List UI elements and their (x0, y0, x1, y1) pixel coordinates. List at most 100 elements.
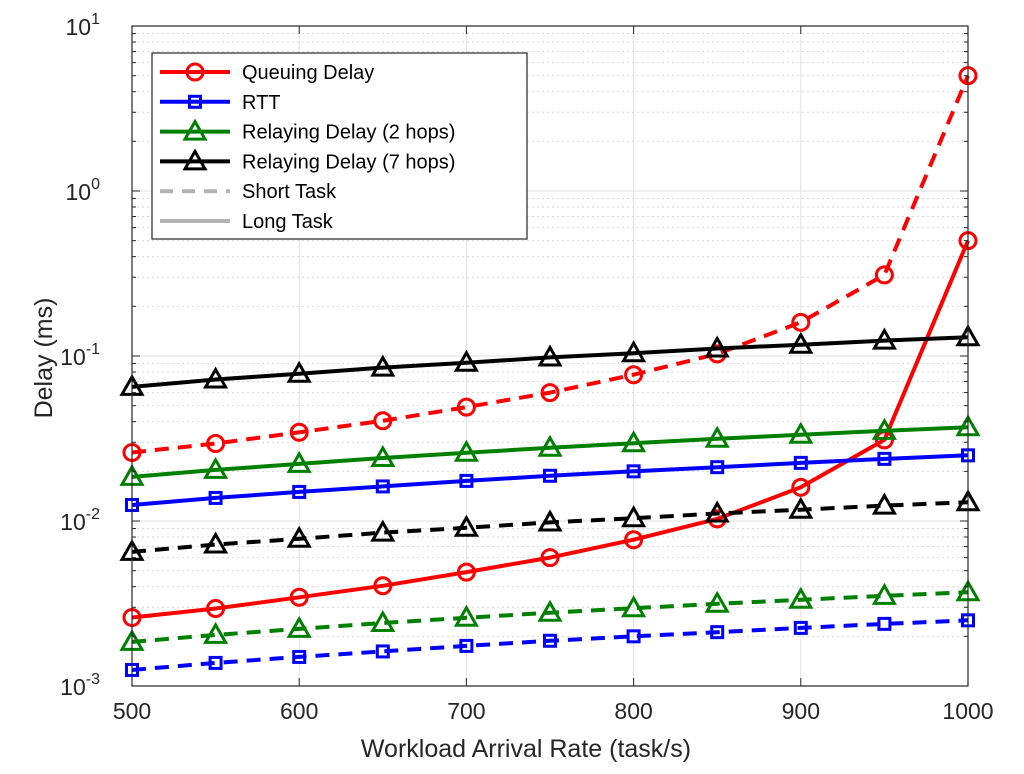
data-point-triangle (788, 331, 814, 354)
data-point-square (877, 616, 892, 631)
data-point-square (793, 620, 808, 635)
legend-label: Short Task (242, 181, 337, 203)
data-point-circle (791, 312, 811, 332)
data-point-triangle (788, 421, 814, 444)
data-point-triangle (537, 509, 563, 532)
data-point-square (877, 451, 892, 466)
data-point-circle (185, 62, 205, 82)
legend-label: Queuing Delay (242, 62, 374, 84)
legend: Queuing Delay RTT Relaying Delay (2 hops) R… (151, 52, 528, 240)
data-point-triangle (537, 599, 563, 622)
data-point-square (208, 490, 223, 505)
legend-entry: Long Task (160, 211, 334, 233)
x-tick-label: 500 (113, 698, 151, 724)
data-point-square (375, 479, 390, 494)
data-point-triangle (453, 349, 479, 372)
legend-label: Relaying Delay (2 hops) (242, 122, 455, 144)
data-point-circle (624, 365, 644, 385)
data-point-square (208, 655, 223, 670)
data-point-triangle (871, 327, 897, 350)
data-point-triangle (704, 500, 730, 523)
data-point-triangle (286, 360, 312, 383)
legend-label: Long Task (242, 211, 334, 233)
data-point-triangle (871, 582, 897, 605)
data-point-triangle (537, 434, 563, 457)
x-tick-label: 800 (614, 698, 652, 724)
data-point-square (710, 625, 725, 640)
data-point-circle (456, 397, 476, 417)
data-point-triangle (286, 450, 312, 473)
legend-label: RTT (242, 92, 281, 114)
y-tick-label: 10-3 (60, 671, 100, 700)
data-point-circle (289, 587, 309, 607)
data-point-triangle (182, 148, 208, 171)
data-point-triangle (453, 604, 479, 627)
data-point-triangle (871, 417, 897, 440)
series-line (131, 74, 970, 455)
y-tick-label: 100 (66, 176, 101, 205)
data-point-triangle (704, 590, 730, 613)
legend-box (151, 52, 528, 240)
data-point-square (459, 473, 474, 488)
data-point-square (292, 484, 307, 499)
data-point-triangle (704, 425, 730, 448)
data-point-circle (874, 265, 894, 285)
series-line (131, 335, 969, 389)
x-axis-label: Workload Arrival Rate (task/s) (361, 735, 691, 763)
data-point-triangle (621, 505, 647, 528)
data-point-circle (206, 598, 226, 618)
data-point-square (543, 633, 557, 648)
series-line (131, 425, 969, 479)
x-tick-label: 700 (447, 698, 485, 724)
data-point-square (626, 629, 641, 644)
data-point-triangle (286, 615, 312, 638)
data-point-triangle (203, 621, 229, 644)
data-point-circle (540, 383, 560, 403)
data-point-square (793, 455, 808, 470)
y-tick-label: 10-1 (60, 341, 100, 370)
legend-entry: Relaying Delay (2 hops) (160, 118, 455, 144)
y-axis-label: Delay (ms) (30, 298, 58, 419)
series-line (131, 618, 969, 672)
data-point-triangle (704, 335, 730, 358)
legend-entry: Queuing Delay (160, 62, 374, 84)
data-point-triangle (871, 492, 897, 515)
data-point-triangle (621, 595, 647, 618)
series-long-circle (122, 231, 978, 628)
series-line (131, 500, 969, 554)
series-short-circle (122, 66, 978, 463)
data-point-triangle (370, 519, 396, 542)
data-point-circle (456, 562, 476, 582)
data-point-circle (624, 530, 644, 550)
data-point-circle (289, 422, 309, 442)
data-point-square (375, 644, 390, 659)
series-long-triangle (119, 414, 981, 486)
x-tick-label: 900 (782, 698, 820, 724)
data-point-circle (373, 576, 393, 596)
x-tick-label: 600 (280, 698, 318, 724)
y-tick-label: 10-2 (60, 506, 100, 535)
legend-entry: Short Task (160, 181, 337, 203)
data-point-triangle (286, 525, 312, 548)
data-point-triangle (203, 531, 229, 554)
data-point-triangle (621, 430, 647, 453)
data-point-triangle (788, 586, 814, 609)
legend-entry: Relaying Delay (7 hops) (160, 148, 455, 173)
data-point-circle (206, 433, 226, 453)
data-point-triangle (788, 496, 814, 519)
data-point-square (292, 649, 307, 664)
data-point-triangle (621, 340, 647, 363)
data-point-triangle (203, 456, 229, 479)
data-point-triangle (537, 344, 563, 367)
legend-label: Relaying Delay (7 hops) (242, 151, 455, 173)
data-point-triangle (203, 366, 229, 389)
data-point-triangle (370, 609, 396, 632)
data-point-triangle (453, 439, 479, 462)
series-line (131, 239, 970, 620)
axes: 500 600 700 800 900 1000 10-3 10-2 10-1 100 101 (60, 11, 993, 724)
data-point-square (626, 464, 641, 479)
data-point-square (710, 460, 725, 475)
data-point-square (459, 638, 474, 653)
legend-entry: RTT (160, 92, 281, 114)
